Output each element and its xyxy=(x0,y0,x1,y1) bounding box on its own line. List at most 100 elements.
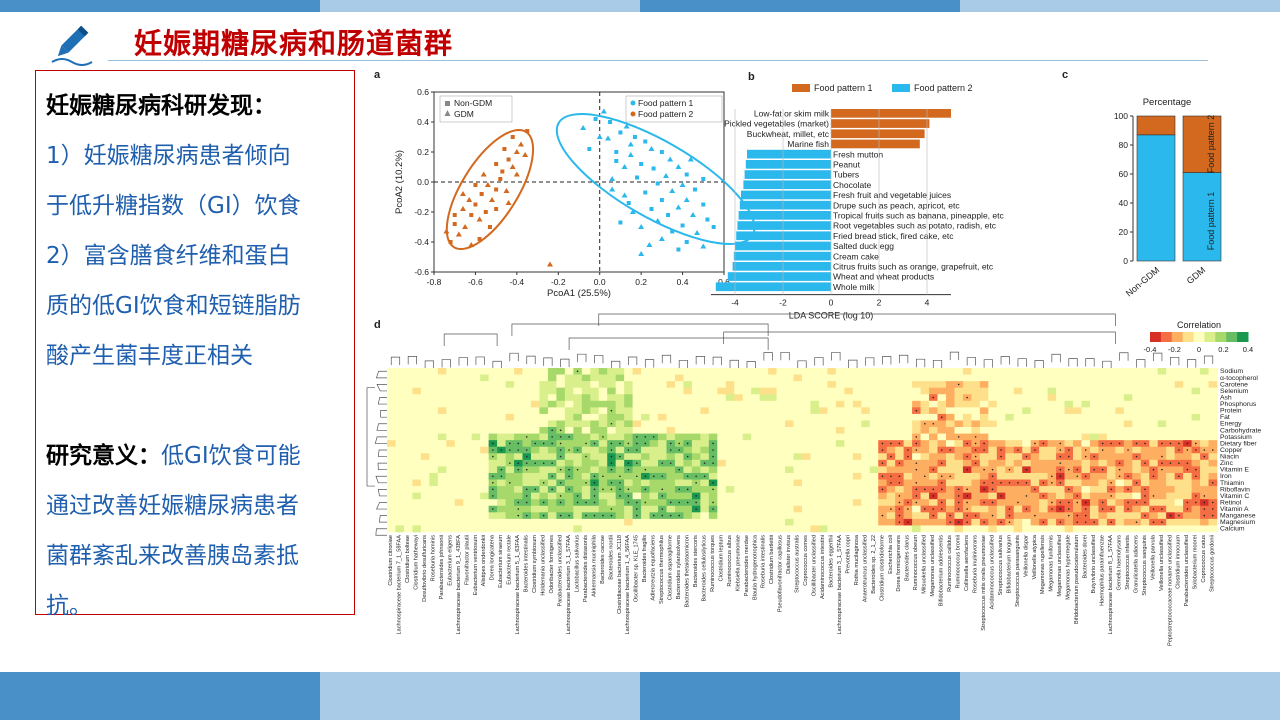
significance-marker xyxy=(517,462,520,464)
heatmap-cell xyxy=(1047,512,1057,520)
significance-marker xyxy=(686,488,689,491)
heatmap-col-label: Bacteroides intestinalis xyxy=(524,535,530,592)
heatmap-col-label: Clostridium innocuum xyxy=(1176,535,1182,589)
heatmap-cell xyxy=(920,525,930,533)
heatmap-cell xyxy=(810,492,820,500)
lda-bar xyxy=(743,180,831,190)
heatmap-cell xyxy=(1140,427,1150,434)
significance-marker xyxy=(492,475,494,478)
significance-marker xyxy=(1161,442,1163,445)
heatmap-cell xyxy=(971,413,981,421)
significance-marker xyxy=(907,508,909,510)
heatmap-cell xyxy=(1115,512,1125,520)
heatmap-cell xyxy=(1073,420,1082,428)
lda-xtick-label: -2 xyxy=(779,298,787,308)
heatmap-cell xyxy=(852,492,862,500)
heatmap-cell xyxy=(454,374,464,382)
significance-marker xyxy=(915,442,918,445)
heatmap-cell xyxy=(488,427,498,434)
heatmap-cell xyxy=(658,446,667,454)
heatmap-cell xyxy=(403,499,413,507)
heatmap-cell xyxy=(1200,400,1209,408)
heatmap-cell xyxy=(1022,420,1031,428)
heatmap-cell xyxy=(1166,381,1175,388)
heatmap-cell xyxy=(658,400,667,408)
heatmap-cell xyxy=(1056,394,1065,402)
heatmap-cell xyxy=(1149,499,1159,507)
significance-marker xyxy=(983,482,985,484)
col-dendrogram-branch xyxy=(628,356,638,366)
heatmap-cell xyxy=(1089,492,1099,500)
heatmap-cell xyxy=(751,374,760,382)
significance-marker xyxy=(644,475,647,478)
heatmap-cell xyxy=(437,433,447,441)
meaning-label: 研究意义： xyxy=(46,443,161,469)
heatmap-cell xyxy=(683,433,693,441)
col-dendrogram-branch xyxy=(611,360,621,370)
significance-marker xyxy=(881,514,884,517)
heatmap-cell xyxy=(1132,505,1142,513)
heatmap-cell xyxy=(988,518,998,526)
heatmap-cell xyxy=(742,492,752,500)
pcoa-point xyxy=(680,223,685,228)
heatmap-cell xyxy=(1123,407,1133,415)
heatmap-cell xyxy=(615,387,625,395)
heatmap-cell xyxy=(1098,381,1108,388)
heatmap-cell xyxy=(395,400,405,408)
significance-marker xyxy=(940,462,943,464)
row-dendrogram-branch xyxy=(376,423,387,431)
heatmap-cell xyxy=(852,453,862,461)
significance-marker xyxy=(644,488,647,491)
heatmap-cell xyxy=(979,427,989,434)
significance-marker xyxy=(551,429,553,432)
heatmap-cell xyxy=(768,420,777,428)
heatmap-cell xyxy=(1098,453,1108,461)
heatmap-cell xyxy=(437,518,447,526)
heatmap-cell xyxy=(1039,466,1048,474)
heatmap-cell xyxy=(751,394,760,402)
significance-marker xyxy=(1110,442,1112,445)
heatmap-cell xyxy=(929,400,938,408)
heatmap-cell xyxy=(742,420,752,428)
heatmap-cell xyxy=(903,466,913,474)
heatmap-cell xyxy=(988,381,998,388)
heatmap-cell xyxy=(818,420,828,428)
heatmap-cell xyxy=(564,387,574,395)
heatmap-cell xyxy=(674,479,684,487)
heatmap-cell xyxy=(793,459,803,467)
heatmap-cell xyxy=(1056,486,1065,493)
heatmap-cell xyxy=(412,525,422,533)
heatmap-cell xyxy=(446,512,456,520)
heatmap-cell xyxy=(615,433,625,441)
heatmap-cell xyxy=(1140,420,1150,428)
heatmap-cell xyxy=(497,440,506,448)
significance-marker xyxy=(661,495,664,497)
heatmap-cell xyxy=(869,387,879,395)
heatmap-cell xyxy=(1013,518,1023,526)
heatmap-cell xyxy=(1005,525,1015,533)
heatmap-col-label: Streptococcus parasanguinis xyxy=(1015,535,1021,607)
heatmap-cell xyxy=(598,499,608,507)
heatmap-cell xyxy=(776,394,786,402)
heatmap-cell xyxy=(945,440,955,448)
heatmap-cell xyxy=(1132,400,1142,408)
significance-marker xyxy=(1101,508,1104,510)
pcoa-point xyxy=(655,181,660,186)
heatmap-col-label: Dorea longicatena xyxy=(490,534,496,580)
heatmap-cell xyxy=(852,440,862,448)
heatmap-cell xyxy=(403,433,413,441)
row-dendrogram-branch xyxy=(375,370,387,379)
heatmap-cell xyxy=(835,427,845,434)
heatmap-cell xyxy=(556,505,566,513)
significance-marker xyxy=(644,501,647,504)
significance-marker xyxy=(1059,468,1062,471)
heatmap-cell xyxy=(785,492,794,500)
heatmap-cell xyxy=(666,427,676,434)
significance-marker xyxy=(1059,508,1062,510)
significance-marker xyxy=(949,514,952,517)
heatmap-cell xyxy=(759,472,769,480)
heatmap-cell xyxy=(514,413,523,421)
lda-bar-label: Pickled vegetables (market) xyxy=(724,119,829,129)
significance-marker xyxy=(610,455,613,458)
heatmap-cell xyxy=(454,433,464,441)
